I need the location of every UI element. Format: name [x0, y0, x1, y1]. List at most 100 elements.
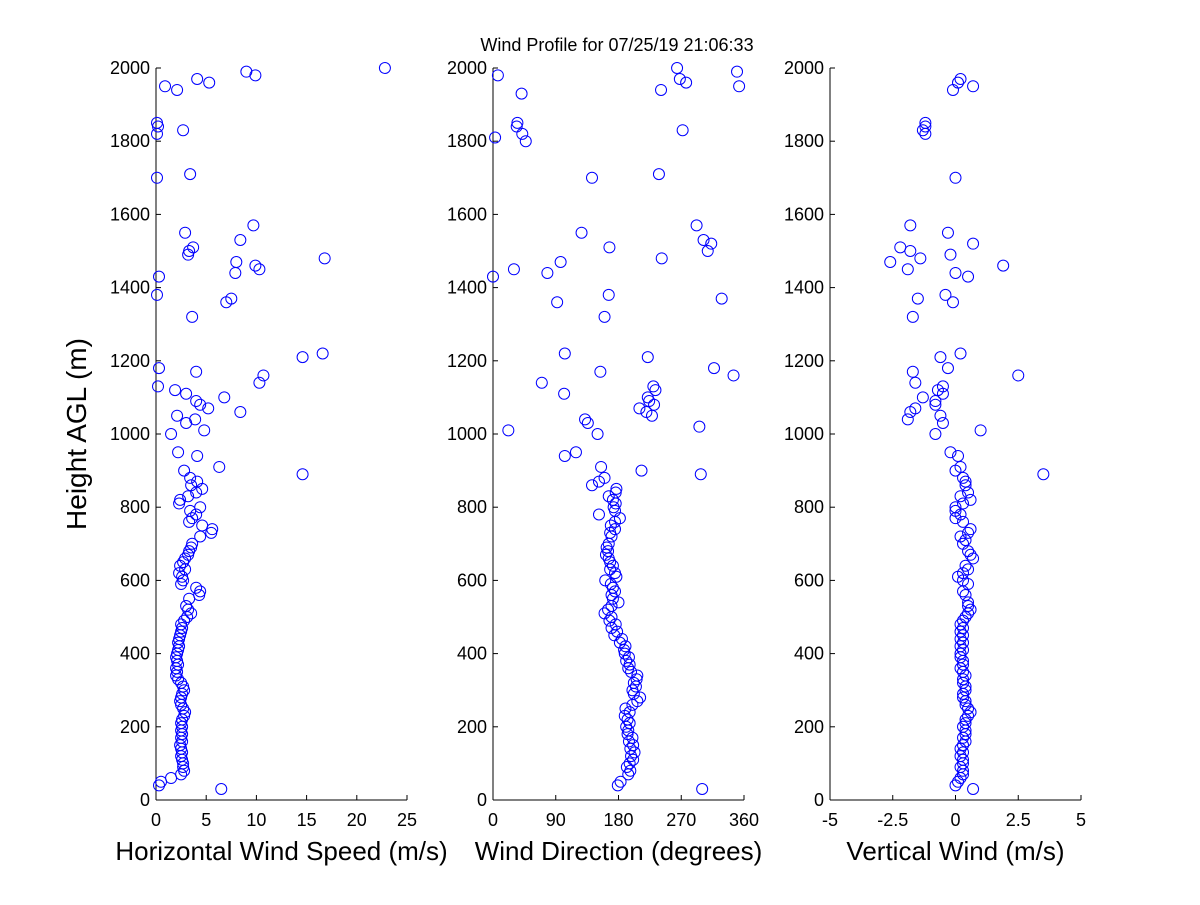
data-point: [569, 446, 582, 459]
data-point: [240, 65, 253, 78]
data-point: [151, 171, 164, 184]
data-point: [599, 574, 612, 587]
y-tick-label: 1400: [110, 278, 150, 298]
data-point: [624, 764, 637, 777]
data-point: [623, 706, 636, 719]
x-axis-label: Vertical Wind (m/s): [846, 836, 1064, 866]
data-point: [967, 237, 980, 250]
data-point: [591, 428, 604, 440]
data-point: [959, 559, 972, 572]
data-point: [196, 519, 209, 532]
x-tick-label: 0: [950, 810, 960, 830]
data-point: [957, 658, 970, 671]
data-point: [491, 69, 504, 82]
y-tick-label: 0: [140, 790, 150, 810]
y-tick-label: 400: [794, 644, 824, 664]
data-point: [175, 676, 188, 689]
data-point: [511, 116, 524, 129]
data-point: [516, 127, 529, 140]
data-point: [929, 395, 942, 408]
data-point: [946, 296, 959, 309]
data-point: [1012, 369, 1025, 382]
y-tick-label: 2000: [110, 58, 150, 78]
data-point: [489, 131, 502, 144]
data-point: [1037, 468, 1050, 481]
data-point: [191, 475, 204, 488]
data-point: [519, 135, 532, 148]
data-point: [183, 245, 196, 257]
x-tick-label: 360: [729, 810, 759, 830]
data-point: [191, 72, 204, 85]
data-point: [705, 237, 718, 250]
data-point: [190, 395, 203, 408]
data-point: [957, 746, 970, 759]
x-tick-label: 15: [297, 810, 317, 830]
data-point: [949, 779, 962, 792]
data-point: [957, 621, 970, 634]
data-point: [957, 614, 970, 627]
x-tick-label: 180: [603, 810, 633, 830]
data-point: [378, 62, 391, 74]
data-point: [213, 460, 226, 473]
y-axis-label: Height AGL (m): [61, 338, 92, 530]
panel-horizontal-wind-speed: 0 200 400 600 800 1000 1200 1400 1600 1800 2000 0 5 1…: [61, 58, 448, 866]
x-tick-label: 20: [347, 810, 367, 830]
y-tick-label: 1800: [784, 131, 824, 151]
data-point: [962, 600, 975, 613]
data-point: [159, 80, 172, 93]
data-point: [696, 783, 709, 796]
data-point: [171, 647, 184, 660]
data-point: [184, 471, 197, 484]
data-point: [606, 493, 619, 506]
data-point: [906, 365, 919, 378]
data-point: [618, 647, 631, 660]
data-point: [177, 124, 190, 137]
data-point: [175, 717, 188, 730]
data-point: [186, 310, 199, 323]
y-tick-label: 1200: [447, 351, 487, 371]
data-point: [541, 266, 554, 279]
data-point: [959, 698, 972, 711]
data-point: [176, 621, 189, 634]
x-tick-label: 5: [201, 810, 211, 830]
data-point: [731, 65, 744, 78]
data-point: [510, 120, 523, 133]
y-tick-label: 200: [457, 717, 487, 737]
data-point: [954, 490, 967, 503]
data-point: [234, 234, 247, 247]
y-tick-label: 600: [794, 570, 824, 590]
data-point: [626, 684, 639, 697]
data-point: [934, 409, 947, 422]
data-point: [962, 486, 975, 499]
data-point: [671, 62, 684, 74]
data-point: [957, 691, 970, 704]
data-point: [170, 651, 183, 664]
data-point: [172, 636, 185, 649]
data-point: [690, 219, 703, 232]
data-point: [967, 783, 980, 796]
data-point: [604, 519, 617, 532]
data-point: [944, 248, 957, 261]
data-point: [957, 739, 970, 752]
data-point: [194, 530, 207, 543]
y-tick-label: 0: [814, 790, 824, 810]
data-point: [627, 676, 640, 689]
data-point: [901, 413, 914, 426]
data-point: [962, 545, 975, 558]
data-point: [949, 266, 962, 279]
y-tick-label: 400: [120, 644, 150, 664]
data-point: [185, 541, 198, 554]
data-point: [906, 310, 919, 323]
data-point: [957, 515, 970, 528]
data-point: [602, 490, 615, 503]
data-point: [184, 504, 197, 517]
data-point: [178, 684, 191, 697]
data-point: [183, 515, 196, 528]
data-point: [586, 171, 599, 184]
data-point: [598, 310, 611, 323]
data-point: [957, 720, 970, 733]
data-point: [253, 263, 266, 276]
data-point: [609, 523, 622, 536]
data-point: [916, 391, 929, 404]
data-point: [169, 384, 182, 397]
